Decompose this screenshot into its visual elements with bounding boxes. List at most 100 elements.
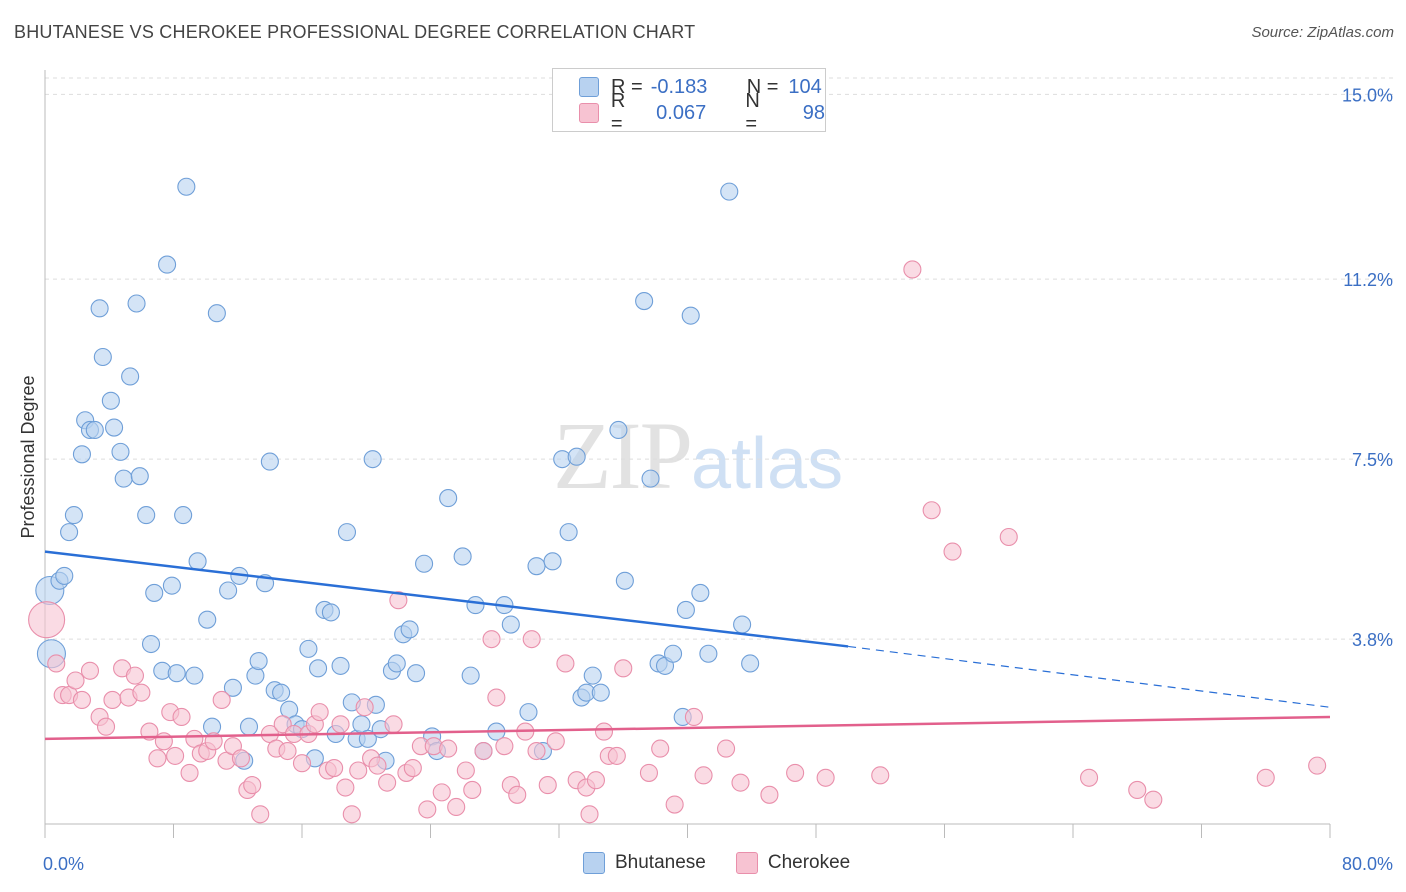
point-cherokee (522, 630, 541, 649)
source-label: Source: ZipAtlas.com (1251, 24, 1394, 41)
point-cherokee (72, 690, 91, 710)
point-cherokee (731, 773, 750, 792)
point-cherokee (166, 746, 185, 765)
point-cherokee (999, 527, 1018, 547)
series-label-bhutanese: Bhutanese (615, 852, 706, 873)
point-bhutanese (260, 452, 279, 471)
point-cherokee (495, 737, 514, 756)
chart-title: BHUTANESE VS CHEROKEE PROFESSIONAL DEGRE… (14, 22, 696, 42)
point-bhutanese (185, 666, 204, 685)
point-bhutanese (72, 445, 91, 464)
point-bhutanese (55, 566, 74, 585)
point-cherokee (607, 746, 626, 765)
legend-n-label: N = (745, 90, 760, 135)
point-cherokee (310, 703, 329, 722)
point-bhutanese (130, 467, 149, 486)
point-bhutanese (439, 489, 458, 508)
point-bhutanese (681, 306, 700, 325)
point-cherokee (403, 759, 422, 778)
x-tick-label-max: 80.0% (1342, 854, 1393, 874)
point-bhutanese (387, 654, 406, 673)
point-bhutanese (321, 603, 340, 622)
point-cherokee (760, 785, 779, 804)
point-bhutanese (400, 620, 419, 639)
point-cherokee (1080, 768, 1099, 787)
point-cherokee (538, 776, 557, 795)
point-cherokee (1128, 780, 1147, 799)
point-cherokee (148, 749, 167, 768)
point-bhutanese (85, 420, 104, 440)
point-cherokee (28, 601, 66, 639)
point-cherokee (594, 722, 614, 741)
point-bhutanese (559, 523, 578, 542)
point-bhutanese (198, 610, 217, 629)
legend-row-cherokee: R = 0.067 N = 98 (579, 90, 825, 135)
point-bhutanese (741, 654, 760, 673)
series-legend-item-cherokee: Cherokee (735, 852, 851, 874)
point-bhutanese (127, 294, 146, 313)
point-cherokee (342, 805, 361, 824)
point-bhutanese (145, 583, 164, 602)
point-cherokee (716, 739, 736, 758)
point-cherokee (1256, 768, 1275, 787)
point-cherokee (355, 698, 374, 717)
point-bhutanese (501, 615, 520, 634)
point-bhutanese (583, 666, 602, 685)
point-cherokee (639, 763, 659, 782)
point-cherokee (546, 732, 565, 751)
point-bhutanese (720, 182, 739, 201)
y-tick-label: 3.8% (1352, 630, 1393, 650)
point-cherokee (456, 761, 475, 780)
series-label-cherokee: Cherokee (767, 852, 851, 873)
point-bhutanese (60, 523, 79, 542)
point-bhutanese (609, 420, 628, 440)
point-bhutanese (591, 683, 610, 702)
point-cherokee (212, 690, 231, 710)
point-bhutanese (174, 506, 193, 525)
point-bhutanese (249, 651, 268, 671)
y-tick-label: 7.5% (1352, 450, 1393, 470)
point-bhutanese (461, 666, 480, 685)
point-bhutanese (141, 634, 161, 654)
point-cherokee (418, 800, 437, 819)
point-bhutanese (415, 554, 434, 573)
point-bhutanese (543, 552, 562, 571)
legend-n-label: N = (746, 75, 779, 98)
y-axis-title: Professional Degree (18, 375, 38, 538)
point-bhutanese (337, 523, 357, 542)
point-cherokee (922, 501, 941, 520)
point-bhutanese (188, 552, 207, 571)
x-tick-label-min: 0.0% (43, 854, 84, 874)
point-cherokee (556, 654, 575, 673)
point-cherokee (384, 715, 403, 734)
point-cherokee (439, 739, 458, 758)
point-bhutanese (272, 683, 291, 702)
point-bhutanese (177, 177, 196, 196)
point-bhutanese (641, 469, 660, 488)
point-cherokee (508, 785, 527, 804)
point-bhutanese (567, 447, 586, 466)
point-bhutanese (466, 596, 485, 615)
point-bhutanese (219, 581, 238, 600)
point-cherokee (447, 797, 466, 817)
point-cherokee (786, 763, 805, 782)
point-cherokee (482, 630, 501, 649)
point-cherokee (96, 717, 116, 736)
legend-r-value: 0.067 (656, 101, 707, 124)
point-cherokee (871, 766, 890, 785)
series-legend-item-bhutanese: Bhutanese (583, 852, 706, 874)
point-cherokee (331, 715, 350, 734)
point-bhutanese (162, 576, 181, 595)
point-cherokee (172, 707, 191, 727)
point-cherokee (694, 766, 713, 785)
point-bhutanese (223, 678, 242, 697)
point-bhutanese (309, 659, 328, 678)
point-bhutanese (207, 304, 226, 323)
legend-n-value: 104 (788, 75, 822, 98)
series-legend: Bhutanese Cherokee (583, 852, 880, 874)
point-bhutanese (90, 299, 109, 318)
point-cherokee (684, 707, 703, 727)
point-bhutanese (691, 583, 710, 602)
point-cherokee (278, 741, 297, 761)
trendline-extension-bhutanese (848, 645, 1331, 708)
